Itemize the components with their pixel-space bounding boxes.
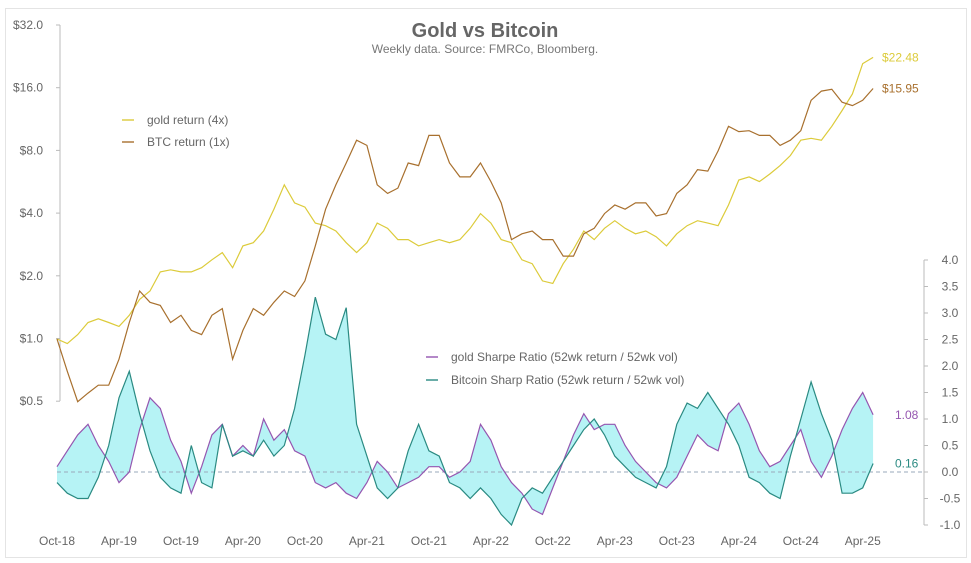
right-axis-tick-label: 1.0 — [942, 412, 959, 426]
x-axis-tick-label: Apr-23 — [597, 534, 633, 548]
sharpe-difference-fill — [57, 297, 874, 525]
left-axis-tick-label: $0.5 — [20, 394, 44, 408]
gold-sharpe-line — [56, 391, 874, 516]
gold-return-end-label: $22.48 — [882, 50, 919, 64]
btc-sharpe-line — [56, 296, 874, 527]
left-axis-tick-label: $8.0 — [20, 143, 44, 157]
x-axis-tick-label: Apr-21 — [349, 534, 385, 548]
x-axis-tick-label: Apr-20 — [225, 534, 261, 548]
left-axis-tick-label: $4.0 — [20, 206, 44, 220]
x-axis-tick-label: Oct-24 — [783, 534, 819, 548]
gold-sharpe-end-label: 1.08 — [895, 408, 919, 422]
btc-sharpe-end-label: 0.16 — [895, 457, 919, 471]
btc-return-end-label: $15.95 — [882, 81, 919, 95]
left-axis-tick-label: $16.0 — [13, 81, 43, 95]
x-axis-tick-label: Oct-22 — [535, 534, 571, 548]
x-axis-tick-label: Oct-20 — [287, 534, 323, 548]
legend-label: Bitcoin Sharp Ratio (52wk return / 52wk … — [451, 373, 684, 387]
x-axis-tick-label: Oct-21 — [411, 534, 447, 548]
right-axis-tick-label: 2.5 — [942, 333, 959, 347]
chart-subtitle: Weekly data. Source: FMRCo, Bloomberg. — [372, 42, 599, 56]
right-axis-tick-label: 0.0 — [942, 465, 959, 479]
btc-return-line — [56, 88, 874, 403]
left-axis-tick-label: $1.0 — [20, 332, 44, 346]
right-axis-tick-label: 2.0 — [942, 359, 959, 373]
x-axis-tick-label: Apr-25 — [845, 534, 881, 548]
legend-label: gold return (4x) — [147, 113, 228, 127]
x-axis-tick-label: Apr-22 — [473, 534, 509, 548]
right-axis-tick-label: 4.0 — [942, 253, 959, 267]
x-axis-tick-label: Oct-18 — [39, 534, 75, 548]
right-axis-tick-label: -1.0 — [940, 518, 961, 532]
right-axis-tick-label: 3.0 — [942, 306, 959, 320]
right-axis-tick-label: 0.5 — [942, 439, 959, 453]
right-axis-tick-label: -0.5 — [940, 492, 961, 506]
legend-label: gold Sharpe Ratio (52wk return / 52wk vo… — [451, 350, 678, 364]
x-axis-tick-label: Apr-24 — [721, 534, 757, 548]
gold-return-line — [56, 56, 874, 345]
x-axis-tick-label: Apr-19 — [101, 534, 137, 548]
right-axis-tick-label: 1.5 — [942, 386, 959, 400]
chart-title: Gold vs Bitcoin — [412, 20, 559, 42]
x-axis-tick-label: Oct-23 — [659, 534, 695, 548]
left-axis-tick-label: $32.0 — [13, 18, 43, 32]
x-axis-tick-label: Oct-19 — [163, 534, 199, 548]
left-axis-tick-label: $2.0 — [20, 269, 44, 283]
right-axis-tick-label: 3.5 — [942, 280, 959, 294]
legend-label: BTC return (1x) — [147, 135, 230, 149]
